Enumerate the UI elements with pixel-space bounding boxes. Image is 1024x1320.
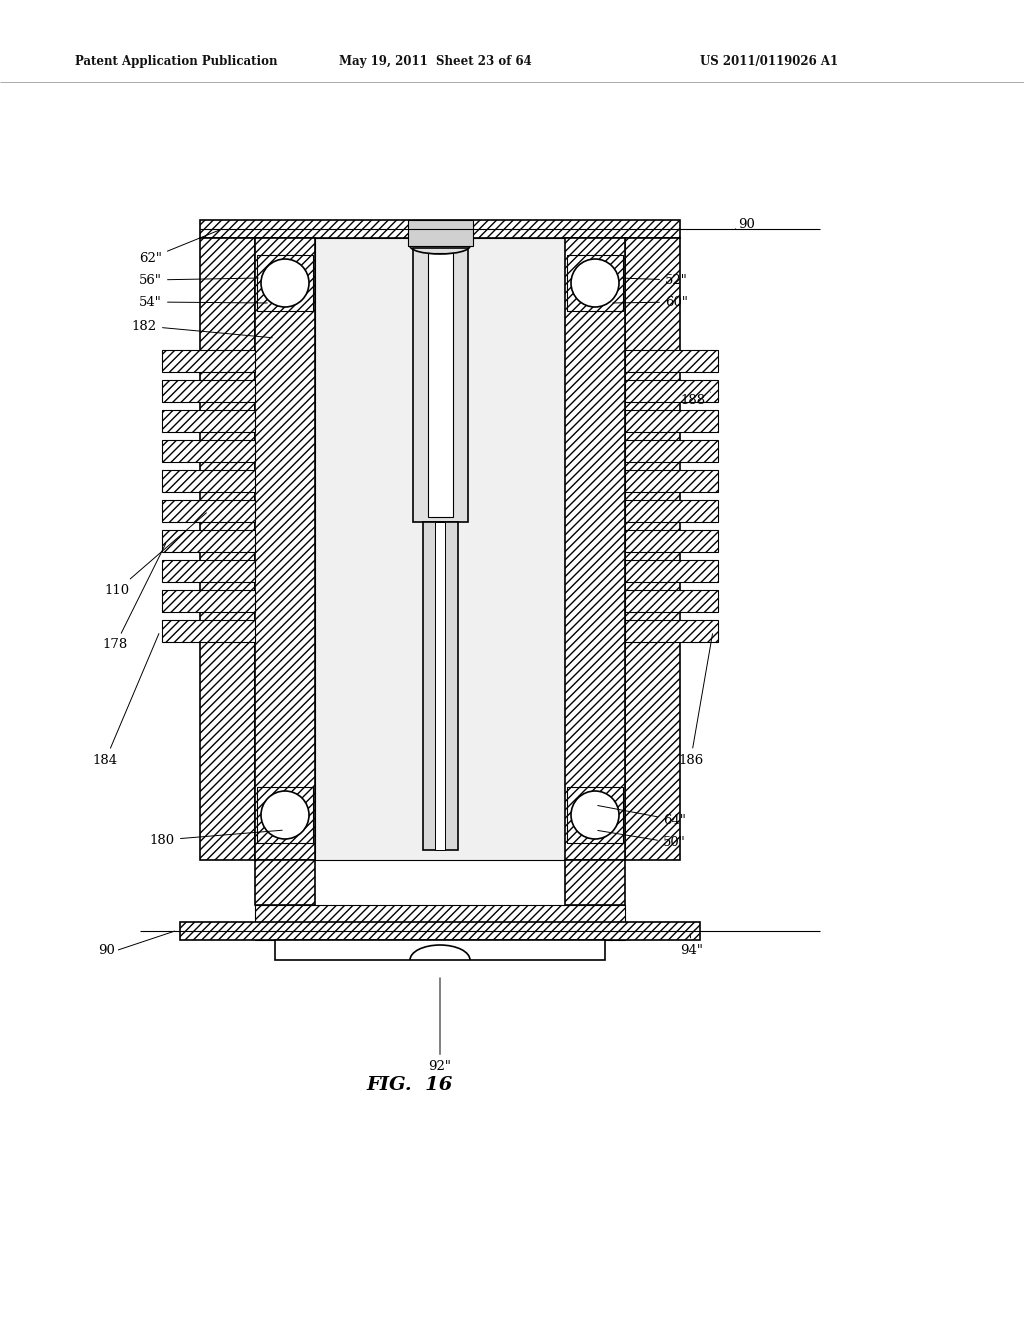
Text: 90: 90 <box>738 219 755 231</box>
Bar <box>625 620 718 642</box>
Text: 56": 56" <box>139 273 258 286</box>
Bar <box>565 861 625 906</box>
Bar <box>625 380 718 403</box>
Text: 50": 50" <box>598 830 686 850</box>
Bar <box>162 440 255 462</box>
Text: 90: 90 <box>98 944 115 957</box>
Bar <box>625 470 718 492</box>
Circle shape <box>571 791 618 840</box>
Text: 182: 182 <box>132 319 272 338</box>
Bar <box>625 590 718 612</box>
Bar <box>423 523 458 850</box>
Bar <box>162 500 255 521</box>
Bar <box>625 531 718 552</box>
Bar <box>257 787 313 843</box>
Text: May 19, 2011  Sheet 23 of 64: May 19, 2011 Sheet 23 of 64 <box>339 55 531 69</box>
Bar <box>625 411 718 432</box>
Text: FIG.  16: FIG. 16 <box>367 1076 454 1094</box>
Bar <box>257 255 313 312</box>
Bar <box>625 350 718 372</box>
Bar <box>413 248 468 523</box>
Bar <box>200 220 680 238</box>
Bar <box>565 238 625 861</box>
Bar <box>427 253 453 517</box>
Circle shape <box>571 259 618 308</box>
Bar <box>180 921 700 940</box>
Bar <box>625 560 718 582</box>
Bar <box>255 238 315 861</box>
Bar <box>162 560 255 582</box>
Bar <box>162 470 255 492</box>
Text: 178: 178 <box>102 544 166 652</box>
Bar <box>255 906 625 940</box>
Text: 94": 94" <box>680 933 702 957</box>
Bar <box>435 523 445 850</box>
Bar <box>625 440 718 462</box>
Text: US 2011/0119026 A1: US 2011/0119026 A1 <box>700 55 838 69</box>
Text: 54": 54" <box>139 296 267 309</box>
Text: 188: 188 <box>680 392 711 407</box>
Text: Patent Application Publication: Patent Application Publication <box>75 55 278 69</box>
Bar <box>255 861 315 906</box>
Bar <box>625 500 718 521</box>
Text: 92": 92" <box>429 978 452 1073</box>
Bar <box>162 590 255 612</box>
Bar <box>162 411 255 432</box>
Bar <box>162 620 255 642</box>
Bar <box>162 350 255 372</box>
Text: 52": 52" <box>622 273 688 286</box>
Bar <box>625 238 680 861</box>
Text: 110: 110 <box>104 513 207 597</box>
Text: 62": 62" <box>139 230 219 264</box>
Bar <box>200 238 255 861</box>
Text: 60": 60" <box>612 296 688 309</box>
Circle shape <box>261 791 309 840</box>
Bar <box>162 531 255 552</box>
Circle shape <box>261 259 309 308</box>
Text: 184: 184 <box>93 634 159 767</box>
Bar <box>275 940 605 960</box>
Bar <box>567 787 623 843</box>
Bar <box>315 238 565 861</box>
Bar <box>567 255 623 312</box>
Bar <box>408 220 472 246</box>
Text: 180: 180 <box>150 830 283 846</box>
Text: 64": 64" <box>598 805 686 826</box>
Text: 186: 186 <box>678 634 713 767</box>
Bar <box>162 380 255 403</box>
